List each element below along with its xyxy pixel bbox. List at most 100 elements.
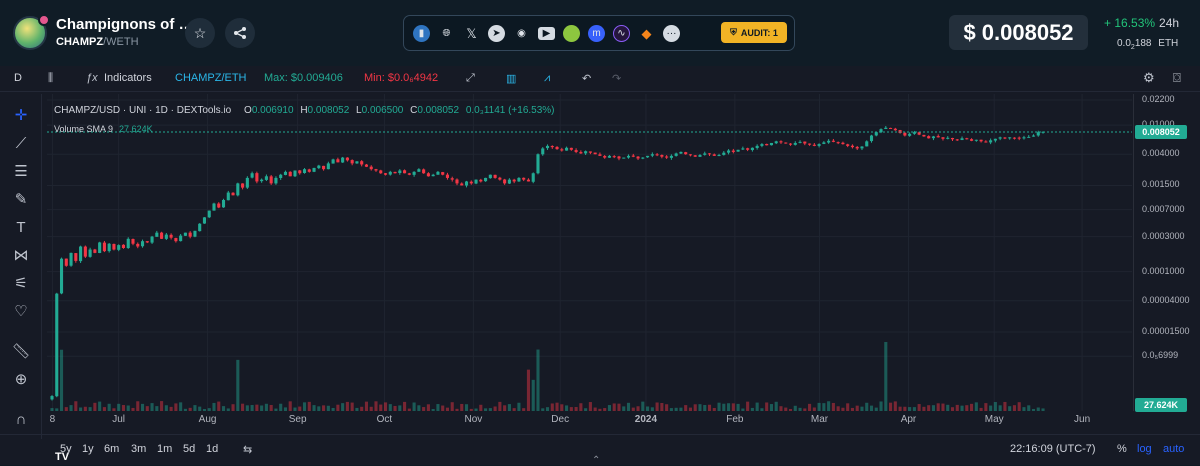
range-1d[interactable]: 1d bbox=[206, 443, 219, 455]
range-1y[interactable]: 1y bbox=[82, 443, 94, 455]
youtube-icon[interactable]: ▶ bbox=[538, 27, 555, 40]
share-button[interactable] bbox=[225, 18, 255, 48]
candle-body bbox=[1008, 137, 1012, 139]
candle-body bbox=[126, 238, 130, 249]
candle-body bbox=[603, 156, 607, 158]
candle-body bbox=[1031, 135, 1036, 137]
candle-body bbox=[202, 217, 207, 224]
volume-bar bbox=[917, 404, 921, 411]
candle-type-icon[interactable]: ⫼ bbox=[48, 72, 54, 84]
range-1m[interactable]: 1m bbox=[157, 443, 173, 455]
interval-selector[interactable]: D bbox=[14, 72, 22, 84]
dextools-icon[interactable]: ∿ bbox=[613, 25, 630, 42]
candle-body bbox=[407, 173, 411, 175]
ruler-icon[interactable]: 📏︎ bbox=[11, 343, 31, 360]
clock-time[interactable]: 22:16:09 (UTC-7) bbox=[1010, 443, 1096, 455]
candle-body bbox=[908, 133, 912, 136]
favorite-button[interactable]: ☆ bbox=[185, 18, 215, 48]
x-twitter-icon[interactable]: 𝕏 bbox=[466, 25, 477, 41]
percent-toggle[interactable]: % bbox=[1117, 443, 1127, 455]
globe-icon[interactable]: 🌐︎ bbox=[442, 28, 451, 39]
price-axis-tick: 0.02200 bbox=[1142, 94, 1175, 104]
trend-line-icon[interactable]: ⟋ bbox=[15, 134, 27, 152]
range-6m[interactable]: 6m bbox=[104, 443, 120, 455]
auto-toggle[interactable]: auto bbox=[1163, 443, 1185, 455]
indicators-button[interactable]: Indicators bbox=[104, 72, 152, 84]
discord-icon[interactable]: ◉ bbox=[517, 28, 526, 39]
brush-icon[interactable]: ✎ bbox=[14, 191, 28, 208]
heart-icon[interactable]: ♡ bbox=[14, 303, 28, 320]
open-label: O bbox=[244, 105, 252, 116]
horizontal-lines-icon[interactable]: ☰ bbox=[14, 163, 28, 180]
volume-bar bbox=[79, 407, 83, 411]
date-range-icon[interactable]: ⇆ bbox=[243, 444, 253, 456]
candle-body bbox=[636, 156, 640, 159]
price-plot[interactable] bbox=[47, 94, 1132, 411]
candle-body bbox=[646, 155, 650, 158]
magnet-icon[interactable]: ∩ bbox=[15, 410, 27, 428]
candle-body bbox=[855, 146, 859, 149]
coingecko-icon[interactable] bbox=[563, 25, 580, 42]
coinmarketcap-icon[interactable]: m bbox=[588, 25, 605, 42]
candle-body bbox=[560, 149, 564, 151]
candle-body bbox=[798, 141, 802, 143]
candle-body bbox=[464, 181, 469, 186]
redo-icon[interactable]: ↷ bbox=[612, 73, 622, 85]
candlestick-chart[interactable] bbox=[47, 94, 1132, 411]
volume-bar bbox=[879, 401, 883, 411]
range-5d[interactable]: 5d bbox=[183, 443, 196, 455]
pair-toggle[interactable]: CHAMPZ/ETH bbox=[175, 72, 247, 84]
volume-bar bbox=[264, 403, 268, 411]
price-eth-prefix: 0.0 bbox=[1117, 38, 1131, 49]
volume-bar bbox=[512, 408, 516, 411]
camera-icon[interactable]: ⌼ bbox=[1173, 70, 1181, 85]
price-usd: $ 0.008052 bbox=[949, 15, 1088, 50]
zoom-in-icon[interactable]: ⊕ bbox=[14, 371, 28, 388]
time-axis-tick: Nov bbox=[464, 414, 483, 425]
settings-gear-icon[interactable]: ⚙ bbox=[1143, 70, 1155, 85]
candle-body bbox=[398, 170, 402, 173]
chain-badge-icon bbox=[38, 14, 50, 26]
candle-body bbox=[436, 171, 440, 175]
range-5y[interactable]: 5y bbox=[60, 443, 72, 455]
volume-bar bbox=[850, 407, 854, 411]
candle-body bbox=[688, 154, 693, 156]
line-chart-icon[interactable]: ⩘ bbox=[544, 72, 551, 84]
more-icon[interactable]: ··· bbox=[663, 25, 680, 42]
shield-icon: ⛨ bbox=[730, 27, 737, 37]
candle-body bbox=[665, 156, 669, 158]
crosshair-icon[interactable]: ✛ bbox=[14, 107, 28, 124]
pattern-icon[interactable]: ⋈ bbox=[13, 247, 29, 264]
candle-body bbox=[889, 127, 893, 129]
time-axis[interactable]: 8 Jul Aug Sep Oct Nov Dec 2024 Feb Mar Apr May Jun bbox=[47, 411, 1132, 427]
undo-icon[interactable]: ↶ bbox=[582, 73, 592, 85]
log-toggle[interactable]: log bbox=[1137, 443, 1152, 455]
indicators-icon[interactable]: ƒx bbox=[86, 72, 98, 84]
range-3m[interactable]: 3m bbox=[131, 443, 147, 455]
candle-body bbox=[212, 203, 216, 211]
volume-bar bbox=[865, 402, 869, 411]
tradingview-logo: TV bbox=[55, 451, 70, 463]
token-name[interactable]: Champignons of … bbox=[56, 16, 194, 33]
volume-bar bbox=[183, 408, 187, 411]
volume-bar bbox=[307, 401, 311, 411]
prediction-icon[interactable]: ⚟ bbox=[14, 275, 28, 292]
collapse-chevron-icon[interactable]: ⌃ bbox=[592, 455, 601, 466]
fullscreen-icon[interactable]: ⤢ bbox=[466, 72, 475, 84]
candle-body bbox=[955, 139, 959, 141]
metamask-icon[interactable]: ◆ bbox=[641, 25, 652, 41]
candle-body bbox=[450, 178, 454, 180]
text-tool-icon[interactable]: T bbox=[16, 218, 26, 236]
drawing-tools-sidebar: ✛ ⟋ ☰ ✎ T ⋈ ⚟ ♡ 📏︎ ⊕ ∩ bbox=[0, 94, 42, 439]
volume-label: Volume SMA 9 bbox=[54, 124, 114, 134]
volume-bar bbox=[565, 405, 569, 411]
volume-bar bbox=[550, 403, 554, 411]
volume-bar bbox=[774, 401, 778, 411]
audit-button[interactable]: ⛨ AUDIT: 1 bbox=[721, 22, 787, 43]
bar-chart-icon[interactable]: ▥ bbox=[506, 73, 517, 85]
price-axis[interactable]: 0.02200 0.01000 0.004000 0.001500 0.0007000 0… bbox=[1133, 94, 1200, 411]
volume-bar bbox=[298, 406, 302, 411]
telegram-icon[interactable]: ➤ bbox=[488, 25, 505, 42]
chart-icon[interactable]: ▮ bbox=[413, 25, 430, 42]
volume-bar bbox=[393, 405, 397, 411]
